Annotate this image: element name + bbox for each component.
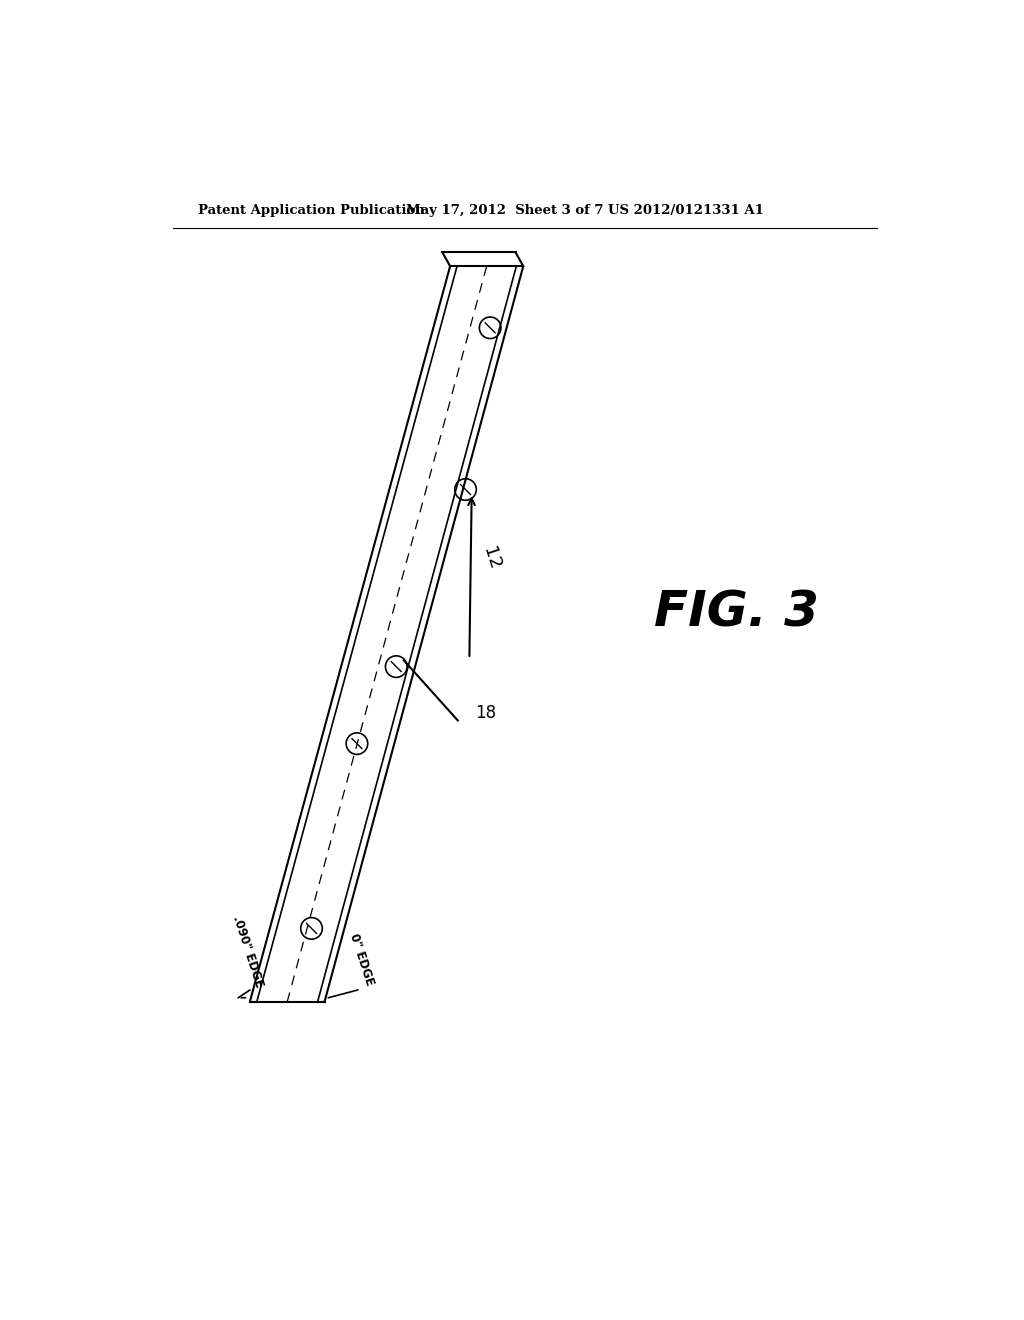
Text: 0" EDGE: 0" EDGE	[347, 932, 376, 987]
Text: 12: 12	[479, 545, 503, 573]
Text: 18: 18	[475, 704, 497, 722]
Text: .090" EDGE: .090" EDGE	[230, 913, 266, 989]
Text: May 17, 2012  Sheet 3 of 7: May 17, 2012 Sheet 3 of 7	[407, 205, 604, 218]
Text: Patent Application Publication: Patent Application Publication	[199, 205, 425, 218]
Text: FIG. 3: FIG. 3	[654, 589, 819, 636]
Text: US 2012/0121331 A1: US 2012/0121331 A1	[608, 205, 764, 218]
